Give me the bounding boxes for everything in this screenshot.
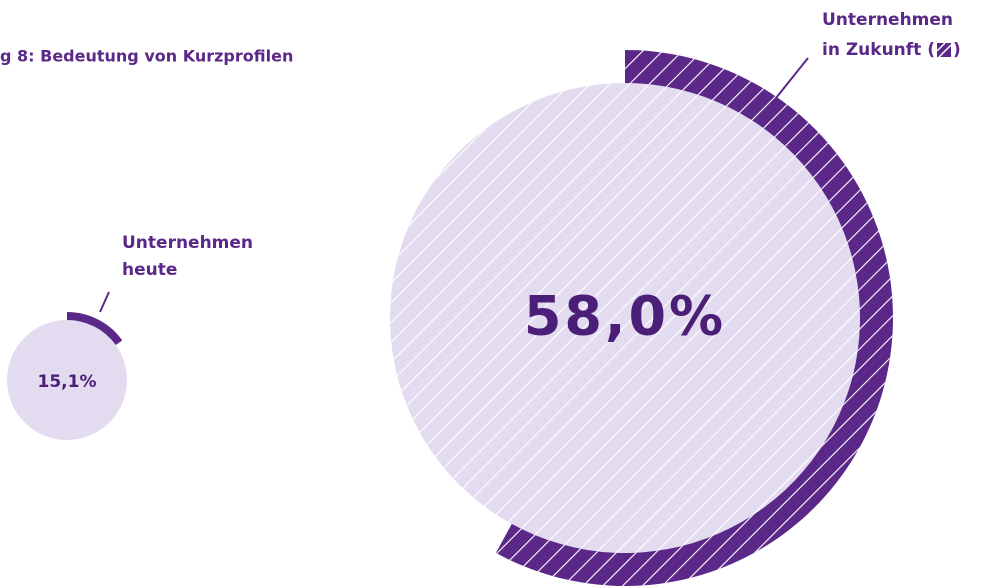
leader-line <box>99 291 110 313</box>
hatch-icon-line <box>938 44 952 58</box>
value-label: 58,0% <box>524 285 726 348</box>
circle-hatch <box>390 83 860 553</box>
circle <box>7 320 127 440</box>
label: heute <box>122 260 177 280</box>
label: Unternehmen <box>122 233 253 253</box>
hatch-icon-line <box>936 42 946 52</box>
chart-title: g 8: Bedeutung von Kurzprofilen <box>0 47 293 66</box>
label: Unternehmen <box>822 10 953 30</box>
label: ) <box>953 40 961 60</box>
value-label: 15,1% <box>38 372 97 392</box>
leader-line <box>775 57 809 99</box>
arc <box>67 312 123 346</box>
hatch-icon <box>937 43 951 57</box>
label: in Zukunft ( <box>822 40 935 60</box>
